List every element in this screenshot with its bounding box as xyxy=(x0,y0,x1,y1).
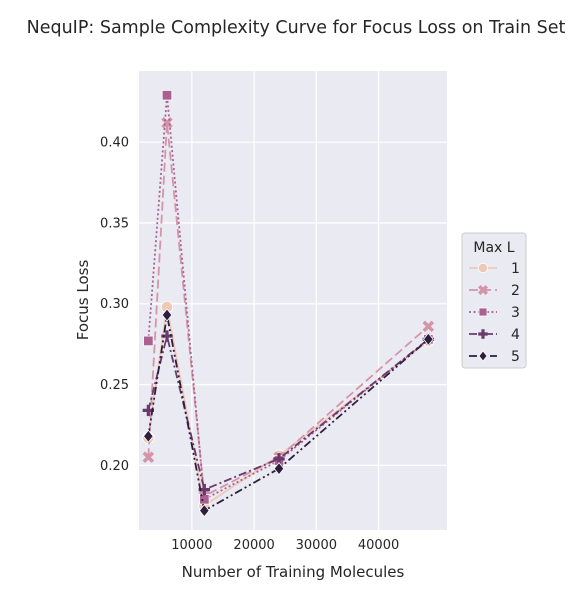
data-point xyxy=(477,262,489,274)
data-point xyxy=(423,332,434,346)
legend-items: 1 2 3 4 5 xyxy=(469,261,520,365)
y-axis-ticks: 0.20 0.25 0.30 0.35 0.40 xyxy=(100,136,129,474)
x-tick-label: 10000 xyxy=(171,538,212,553)
data-point xyxy=(143,429,154,443)
x-axis-label: Number of Training Molecules xyxy=(182,563,405,581)
legend-item: 2 xyxy=(469,283,520,299)
legend-label: 2 xyxy=(511,283,520,299)
y-tick-label: 0.40 xyxy=(100,136,129,151)
legend-item: 5 xyxy=(469,349,520,365)
chart-title: NequIP: Sample Complexity Curve for Focu… xyxy=(27,18,566,38)
x-axis-ticks: 10000 20000 30000 40000 xyxy=(171,538,399,553)
legend-label: 1 xyxy=(511,261,520,277)
data-point xyxy=(478,329,488,339)
y-axis-label: Focus Loss xyxy=(74,260,92,341)
data-point xyxy=(422,320,435,333)
legend-item: 4 xyxy=(469,327,520,343)
legend-item: 1 xyxy=(469,261,520,277)
data-point xyxy=(143,335,154,347)
series-5 xyxy=(143,308,434,518)
x-tick-label: 20000 xyxy=(233,538,274,553)
data-point xyxy=(199,503,210,518)
x-tick-label: 40000 xyxy=(358,538,399,553)
series-layer xyxy=(142,90,435,518)
y-tick-label: 0.20 xyxy=(100,459,129,474)
legend-label: 4 xyxy=(511,327,520,343)
legend-label: 5 xyxy=(511,349,520,365)
legend-item: 3 xyxy=(469,305,520,321)
y-tick-label: 0.25 xyxy=(100,378,129,393)
x-tick-label: 30000 xyxy=(296,538,337,553)
legend-box xyxy=(461,232,527,369)
data-point xyxy=(142,451,155,464)
data-point xyxy=(478,350,488,362)
y-tick-label: 0.30 xyxy=(100,297,129,312)
legend: Max L 1 2 3 4 5 xyxy=(461,232,527,369)
data-point xyxy=(477,284,489,296)
legend-title: Max L xyxy=(473,240,514,256)
plot-area xyxy=(139,71,447,530)
series-line xyxy=(147,335,429,491)
data-point xyxy=(478,307,488,317)
legend-label: 3 xyxy=(511,305,520,321)
data-point xyxy=(273,461,285,476)
data-point xyxy=(161,90,173,101)
grid xyxy=(139,71,447,530)
data-point xyxy=(161,308,173,322)
y-tick-label: 0.35 xyxy=(100,216,129,231)
